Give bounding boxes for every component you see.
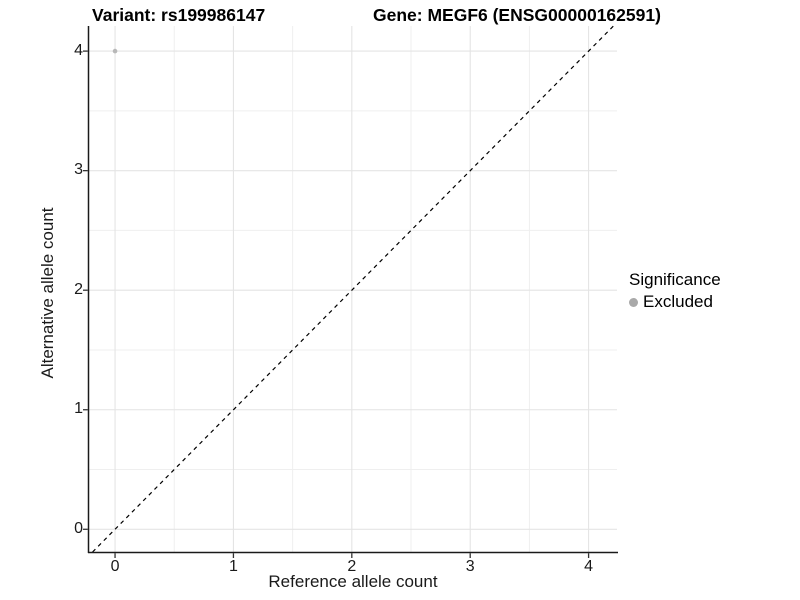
y-tick-label: 3 bbox=[74, 161, 83, 179]
legend-title: Significance bbox=[629, 270, 721, 289]
x-tick-label: 3 bbox=[465, 558, 475, 575]
y-tick-label: 2 bbox=[74, 280, 83, 298]
x-tick-label: 2 bbox=[347, 558, 357, 575]
legend: Significance Excluded bbox=[629, 270, 721, 312]
y-tick-label: 1 bbox=[74, 400, 83, 418]
variant-title: Variant: rs199986147 bbox=[92, 5, 266, 25]
x-tick-label: 0 bbox=[110, 558, 120, 575]
y-tick-label: 4 bbox=[74, 41, 83, 59]
legend-item-label: Excluded bbox=[643, 292, 713, 311]
identity-reference-line bbox=[92, 25, 614, 553]
x-tick-label: 1 bbox=[228, 558, 238, 575]
x-tick-label: 4 bbox=[584, 558, 594, 575]
legend-items: Excluded bbox=[629, 292, 721, 312]
legend-item: Excluded bbox=[629, 292, 721, 312]
legend-key-dot-icon bbox=[629, 297, 638, 307]
y-tick-label: 0 bbox=[74, 519, 83, 537]
x-axis-title: Reference allele count bbox=[268, 572, 438, 591]
data-point bbox=[112, 48, 118, 54]
gene-title: Gene: MEGF6 (ENSG00000162591) bbox=[373, 5, 661, 25]
